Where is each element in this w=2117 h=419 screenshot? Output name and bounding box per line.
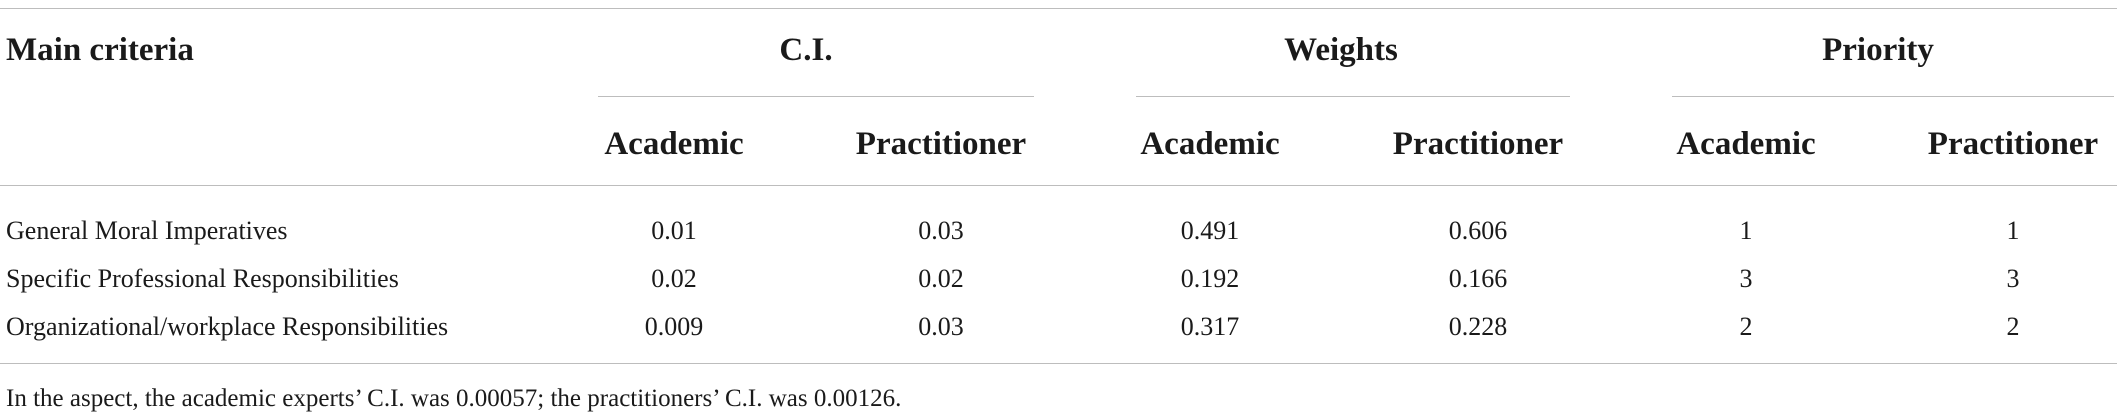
header-group-weights: Weights xyxy=(1284,32,1398,68)
row-2-weights-practitioner: 0.166 xyxy=(1448,264,1508,293)
row-2-priority-practitioner: 3 xyxy=(2006,264,2020,293)
row-1-weights-practitioner: 0.606 xyxy=(1448,216,1508,245)
header-group-priority: Priority xyxy=(1822,32,1934,68)
subheader-priority-practitioner: Practitioner xyxy=(1927,126,2099,162)
group-rule-ci xyxy=(598,96,1034,97)
row-3-criterion: Organizational/workplace Responsibilitie… xyxy=(6,312,449,341)
row-1-ci-practitioner: 0.03 xyxy=(918,216,964,245)
table-top-rule xyxy=(0,8,2117,9)
row-2-ci-practitioner: 0.02 xyxy=(918,264,964,293)
row-2-ci-academic: 0.02 xyxy=(651,264,697,293)
row-1-weights-academic: 0.491 xyxy=(1180,216,1240,245)
group-rule-priority xyxy=(1672,96,2114,97)
subheader-ci-academic: Academic xyxy=(604,126,744,162)
table-footnote: In the aspect, the academic experts’ C.I… xyxy=(6,385,902,412)
row-2-priority-academic: 3 xyxy=(1739,264,1753,293)
table-header-rule xyxy=(0,185,2117,186)
row-2-criterion: Specific Professional Responsibilities xyxy=(6,264,399,293)
header-main-criteria: Main criteria xyxy=(6,32,194,68)
row-3-weights-practitioner: 0.228 xyxy=(1448,312,1508,341)
row-1-ci-academic: 0.01 xyxy=(651,216,697,245)
subheader-priority-academic: Academic xyxy=(1676,126,1816,162)
row-1-priority-practitioner: 1 xyxy=(2006,216,2020,245)
subheader-ci-practitioner: Practitioner xyxy=(855,126,1027,162)
row-3-weights-academic: 0.317 xyxy=(1180,312,1240,341)
row-2-weights-academic: 0.192 xyxy=(1180,264,1240,293)
subheader-weights-practitioner: Practitioner xyxy=(1392,126,1564,162)
subheader-weights-academic: Academic xyxy=(1140,126,1280,162)
table-bottom-rule xyxy=(0,363,2117,364)
row-3-ci-practitioner: 0.03 xyxy=(918,312,964,341)
row-1-priority-academic: 1 xyxy=(1739,216,1753,245)
group-rule-weights xyxy=(1136,96,1570,97)
row-3-ci-academic: 0.009 xyxy=(644,312,704,341)
row-1-criterion: General Moral Imperatives xyxy=(6,216,288,245)
header-group-ci: C.I. xyxy=(779,32,833,68)
row-3-priority-practitioner: 2 xyxy=(2006,312,2020,341)
row-3-priority-academic: 2 xyxy=(1739,312,1753,341)
